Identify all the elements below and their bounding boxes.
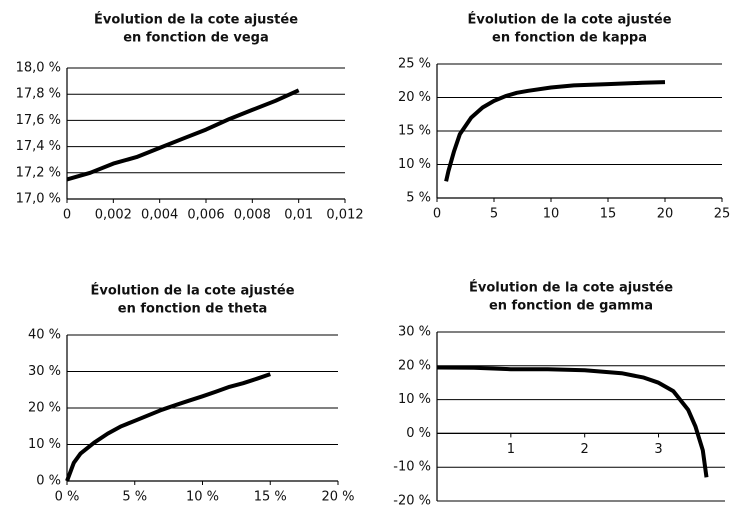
- y-tick-label: 10 %: [398, 157, 431, 172]
- y-tick-label: 30 %: [398, 325, 431, 340]
- y-tick-label: 5 %: [406, 191, 431, 206]
- line: [436, 365, 709, 478]
- chart-title: en fonction de vega: [123, 31, 269, 46]
- x-tick-label: 0: [63, 208, 71, 223]
- y-tick-label: -10 %: [393, 460, 431, 475]
- x-tick-label: 3: [654, 442, 662, 457]
- y-tick-label: 17,0 %: [16, 192, 61, 207]
- x-tick-label: 5: [490, 207, 498, 222]
- chart-title: en fonction de kappa: [492, 31, 647, 46]
- x-tick-label: 5 %: [122, 490, 147, 505]
- x-tick-label: 0,008: [234, 208, 271, 223]
- y-tick-label: 15 %: [398, 124, 431, 139]
- y-tick-label: 20 %: [28, 401, 61, 416]
- y-tick-label: 0 %: [36, 474, 61, 489]
- x-tick-label: 0: [433, 207, 441, 222]
- x-tick-label: 2: [581, 442, 589, 457]
- chart-title: Évolution de la cote ajustée: [94, 12, 298, 28]
- y-tick-label: 30 %: [28, 364, 61, 379]
- y-tick-label: -20 %: [393, 494, 431, 505]
- chart-title: Évolution de la cote ajustée: [90, 283, 294, 299]
- y-tick-label: 20 %: [398, 358, 431, 373]
- y-tick-label: 40 %: [28, 328, 61, 343]
- chart-title: en fonction de theta: [118, 302, 267, 317]
- y-tick-label: 25 %: [398, 57, 431, 72]
- line: [65, 372, 271, 482]
- x-tick-label: 15 %: [254, 490, 287, 505]
- chart-title: Évolution de la cote ajustée: [469, 280, 673, 296]
- line: [66, 88, 300, 182]
- chart-title: Évolution de la cote ajustée: [467, 12, 671, 28]
- y-tick-label: 18,0 %: [16, 61, 61, 76]
- y-tick-label: 10 %: [28, 437, 61, 452]
- x-tick-label: 10 %: [186, 490, 219, 505]
- y-tick-label: 17,6 %: [16, 113, 61, 128]
- x-tick-label: 0,01: [284, 208, 313, 223]
- line: [444, 80, 666, 182]
- y-tick-label: 10 %: [398, 392, 431, 407]
- x-tick-label: 0,004: [141, 208, 178, 223]
- x-tick-label: 10: [543, 207, 560, 222]
- x-tick-label: 0,006: [187, 208, 224, 223]
- y-tick-label: 20 %: [398, 90, 431, 105]
- chart-title: en fonction de gamma: [489, 299, 653, 314]
- x-tick-label: 0 %: [55, 490, 80, 505]
- x-tick-label: 1: [507, 442, 515, 457]
- x-tick-label: 20: [657, 207, 674, 222]
- x-tick-label: 15: [600, 207, 617, 222]
- x-tick-label: 0,012: [326, 208, 363, 223]
- x-tick-label: 25: [714, 207, 731, 222]
- y-tick-label: 17,4 %: [16, 139, 61, 154]
- x-tick-label: 0,002: [95, 208, 132, 223]
- y-tick-label: 17,8 %: [16, 87, 61, 102]
- x-tick-label: 20 %: [321, 490, 354, 505]
- y-tick-label: 0 %: [406, 426, 431, 441]
- y-tick-label: 17,2 %: [16, 165, 61, 180]
